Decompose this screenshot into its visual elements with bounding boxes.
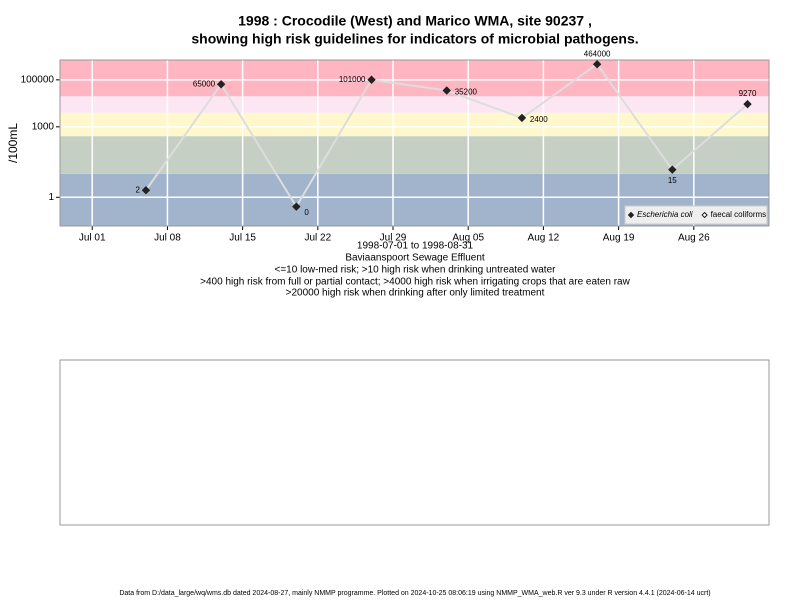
x-tick-label: Jul 29 bbox=[380, 233, 407, 244]
guideline-note: <=10 low-med risk; >10 high risk when dr… bbox=[275, 265, 557, 276]
x-tick-label: Aug 26 bbox=[678, 233, 710, 244]
plot-frame bbox=[59, 59, 770, 227]
data-label: 2400 bbox=[530, 115, 548, 124]
footer: Data from D:/data_large/wq/wms.db dated … bbox=[119, 590, 710, 597]
data-label: 2 bbox=[135, 185, 140, 194]
data-point bbox=[367, 75, 376, 84]
x-tick-label: Jul 22 bbox=[304, 233, 331, 244]
x-tick-label: Jul 01 bbox=[79, 233, 106, 244]
risk-band bbox=[60, 96, 769, 113]
data-label: 101000 bbox=[339, 75, 366, 84]
x-tick-label: Aug 12 bbox=[528, 233, 560, 244]
risk-band bbox=[60, 136, 769, 174]
legend-marker bbox=[701, 211, 708, 219]
data-point bbox=[216, 80, 226, 89]
data-label: 65000 bbox=[193, 79, 216, 88]
data-label: 35200 bbox=[455, 88, 478, 97]
x-tick-label: Aug 19 bbox=[603, 233, 635, 244]
data-label: 464000 bbox=[584, 49, 611, 58]
risk-band bbox=[60, 112, 769, 137]
x-tick-label: Jul 15 bbox=[229, 233, 256, 244]
risk-band bbox=[60, 60, 769, 97]
site-name: Baviaanspoort Sewage Effluent bbox=[345, 253, 485, 264]
data-point bbox=[141, 186, 151, 195]
date-range: 1998-07-01 to 1998-08-31 bbox=[357, 241, 474, 252]
x-tick-label: Aug 05 bbox=[452, 233, 484, 244]
data-point bbox=[442, 86, 451, 95]
data-label: 15 bbox=[668, 176, 677, 185]
legend-label: Escherichia coli bbox=[637, 210, 693, 219]
chart-title: 1998 : Crocodile (West) and Marico WMA, … bbox=[238, 13, 592, 29]
data-point bbox=[592, 59, 602, 69]
y-tick-label: 1 bbox=[48, 192, 54, 203]
data-point bbox=[668, 165, 677, 174]
empty-panel bbox=[59, 359, 770, 526]
data-label: 0 bbox=[304, 208, 309, 217]
data-point bbox=[292, 202, 301, 211]
x-tick-label: Jul 08 bbox=[154, 233, 181, 244]
chart-subtitle: showing high risk guidelines for indicat… bbox=[191, 31, 638, 47]
data-point bbox=[517, 113, 527, 123]
legend-marker bbox=[627, 211, 635, 219]
y-tick-label: 1000 bbox=[32, 121, 55, 132]
data-point bbox=[743, 99, 752, 109]
y-tick-label: 100000 bbox=[21, 74, 55, 85]
data-label: 9270 bbox=[739, 89, 757, 98]
legend-label: faecal coliforms bbox=[711, 210, 767, 219]
guideline-note: >400 high risk from full or partial cont… bbox=[200, 277, 630, 288]
legend-box bbox=[624, 205, 768, 225]
y-axis-label: /100mL bbox=[6, 123, 20, 163]
guideline-note: >20000 high risk when drinking after onl… bbox=[286, 288, 545, 299]
